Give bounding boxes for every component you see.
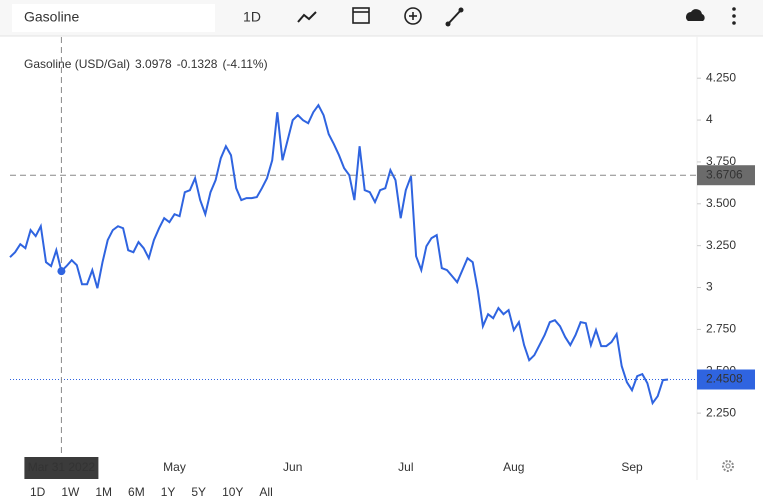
crosshair-date: Mar 31 2022 <box>28 460 96 474</box>
settings-icon[interactable] <box>722 460 734 472</box>
legend-name: Gasoline (USD/Gal) <box>24 57 130 71</box>
y-tick-label: 4 <box>706 112 713 126</box>
calendar-icon[interactable] <box>352 7 370 24</box>
range-button[interactable]: 1W <box>61 485 80 498</box>
y-tick-label: 2.750 <box>706 322 736 336</box>
range-button[interactable]: All <box>259 485 272 498</box>
range-button[interactable]: 5Y <box>191 485 206 498</box>
y-tick-label: 3 <box>706 280 713 294</box>
symbol[interactable]: Gasoline <box>24 9 79 25</box>
range-button[interactable]: 1M <box>95 485 112 498</box>
x-tick-label: Sep <box>621 460 643 474</box>
range-button[interactable]: 1Y <box>161 485 176 498</box>
y-tick-label: 2.250 <box>706 405 736 419</box>
compare-icon[interactable] <box>404 7 422 25</box>
legend-value: 3.0978 <box>135 57 172 71</box>
chart-type-icon[interactable] <box>297 11 317 23</box>
x-tick-label: Jul <box>398 460 413 474</box>
interval-button[interactable]: 1D <box>243 9 261 25</box>
crosshair-point <box>57 267 66 276</box>
y-tick-label: 4.250 <box>706 70 736 84</box>
x-tick-label: Aug <box>503 460 524 474</box>
crosshair-price-tag <box>697 165 755 186</box>
range-button[interactable]: 1D <box>30 485 46 498</box>
price-line <box>9 103 669 406</box>
symbol-box[interactable] <box>12 4 215 32</box>
draw-icon[interactable] <box>445 7 464 27</box>
legend-change: -0.1328 <box>177 57 218 71</box>
x-tick-label: Jun <box>283 460 302 474</box>
y-tick-label: 3.250 <box>706 238 736 252</box>
download-icon[interactable] <box>686 9 705 21</box>
crosshair-price: 3.6706 <box>706 167 743 181</box>
crosshair-date-tag <box>24 457 99 479</box>
y-tick-label: 3.500 <box>706 196 736 210</box>
last-price: 2.4508 <box>706 372 743 386</box>
legend-change-pct: (-4.11%) <box>222 57 267 71</box>
y-tick-label: 3.750 <box>706 154 736 168</box>
menu-icon[interactable] <box>732 7 736 25</box>
x-tick-label: May <box>163 460 186 474</box>
last-price-tag <box>697 369 755 390</box>
range-button[interactable]: 10Y <box>222 485 243 498</box>
range-button[interactable]: 6M <box>128 485 145 498</box>
